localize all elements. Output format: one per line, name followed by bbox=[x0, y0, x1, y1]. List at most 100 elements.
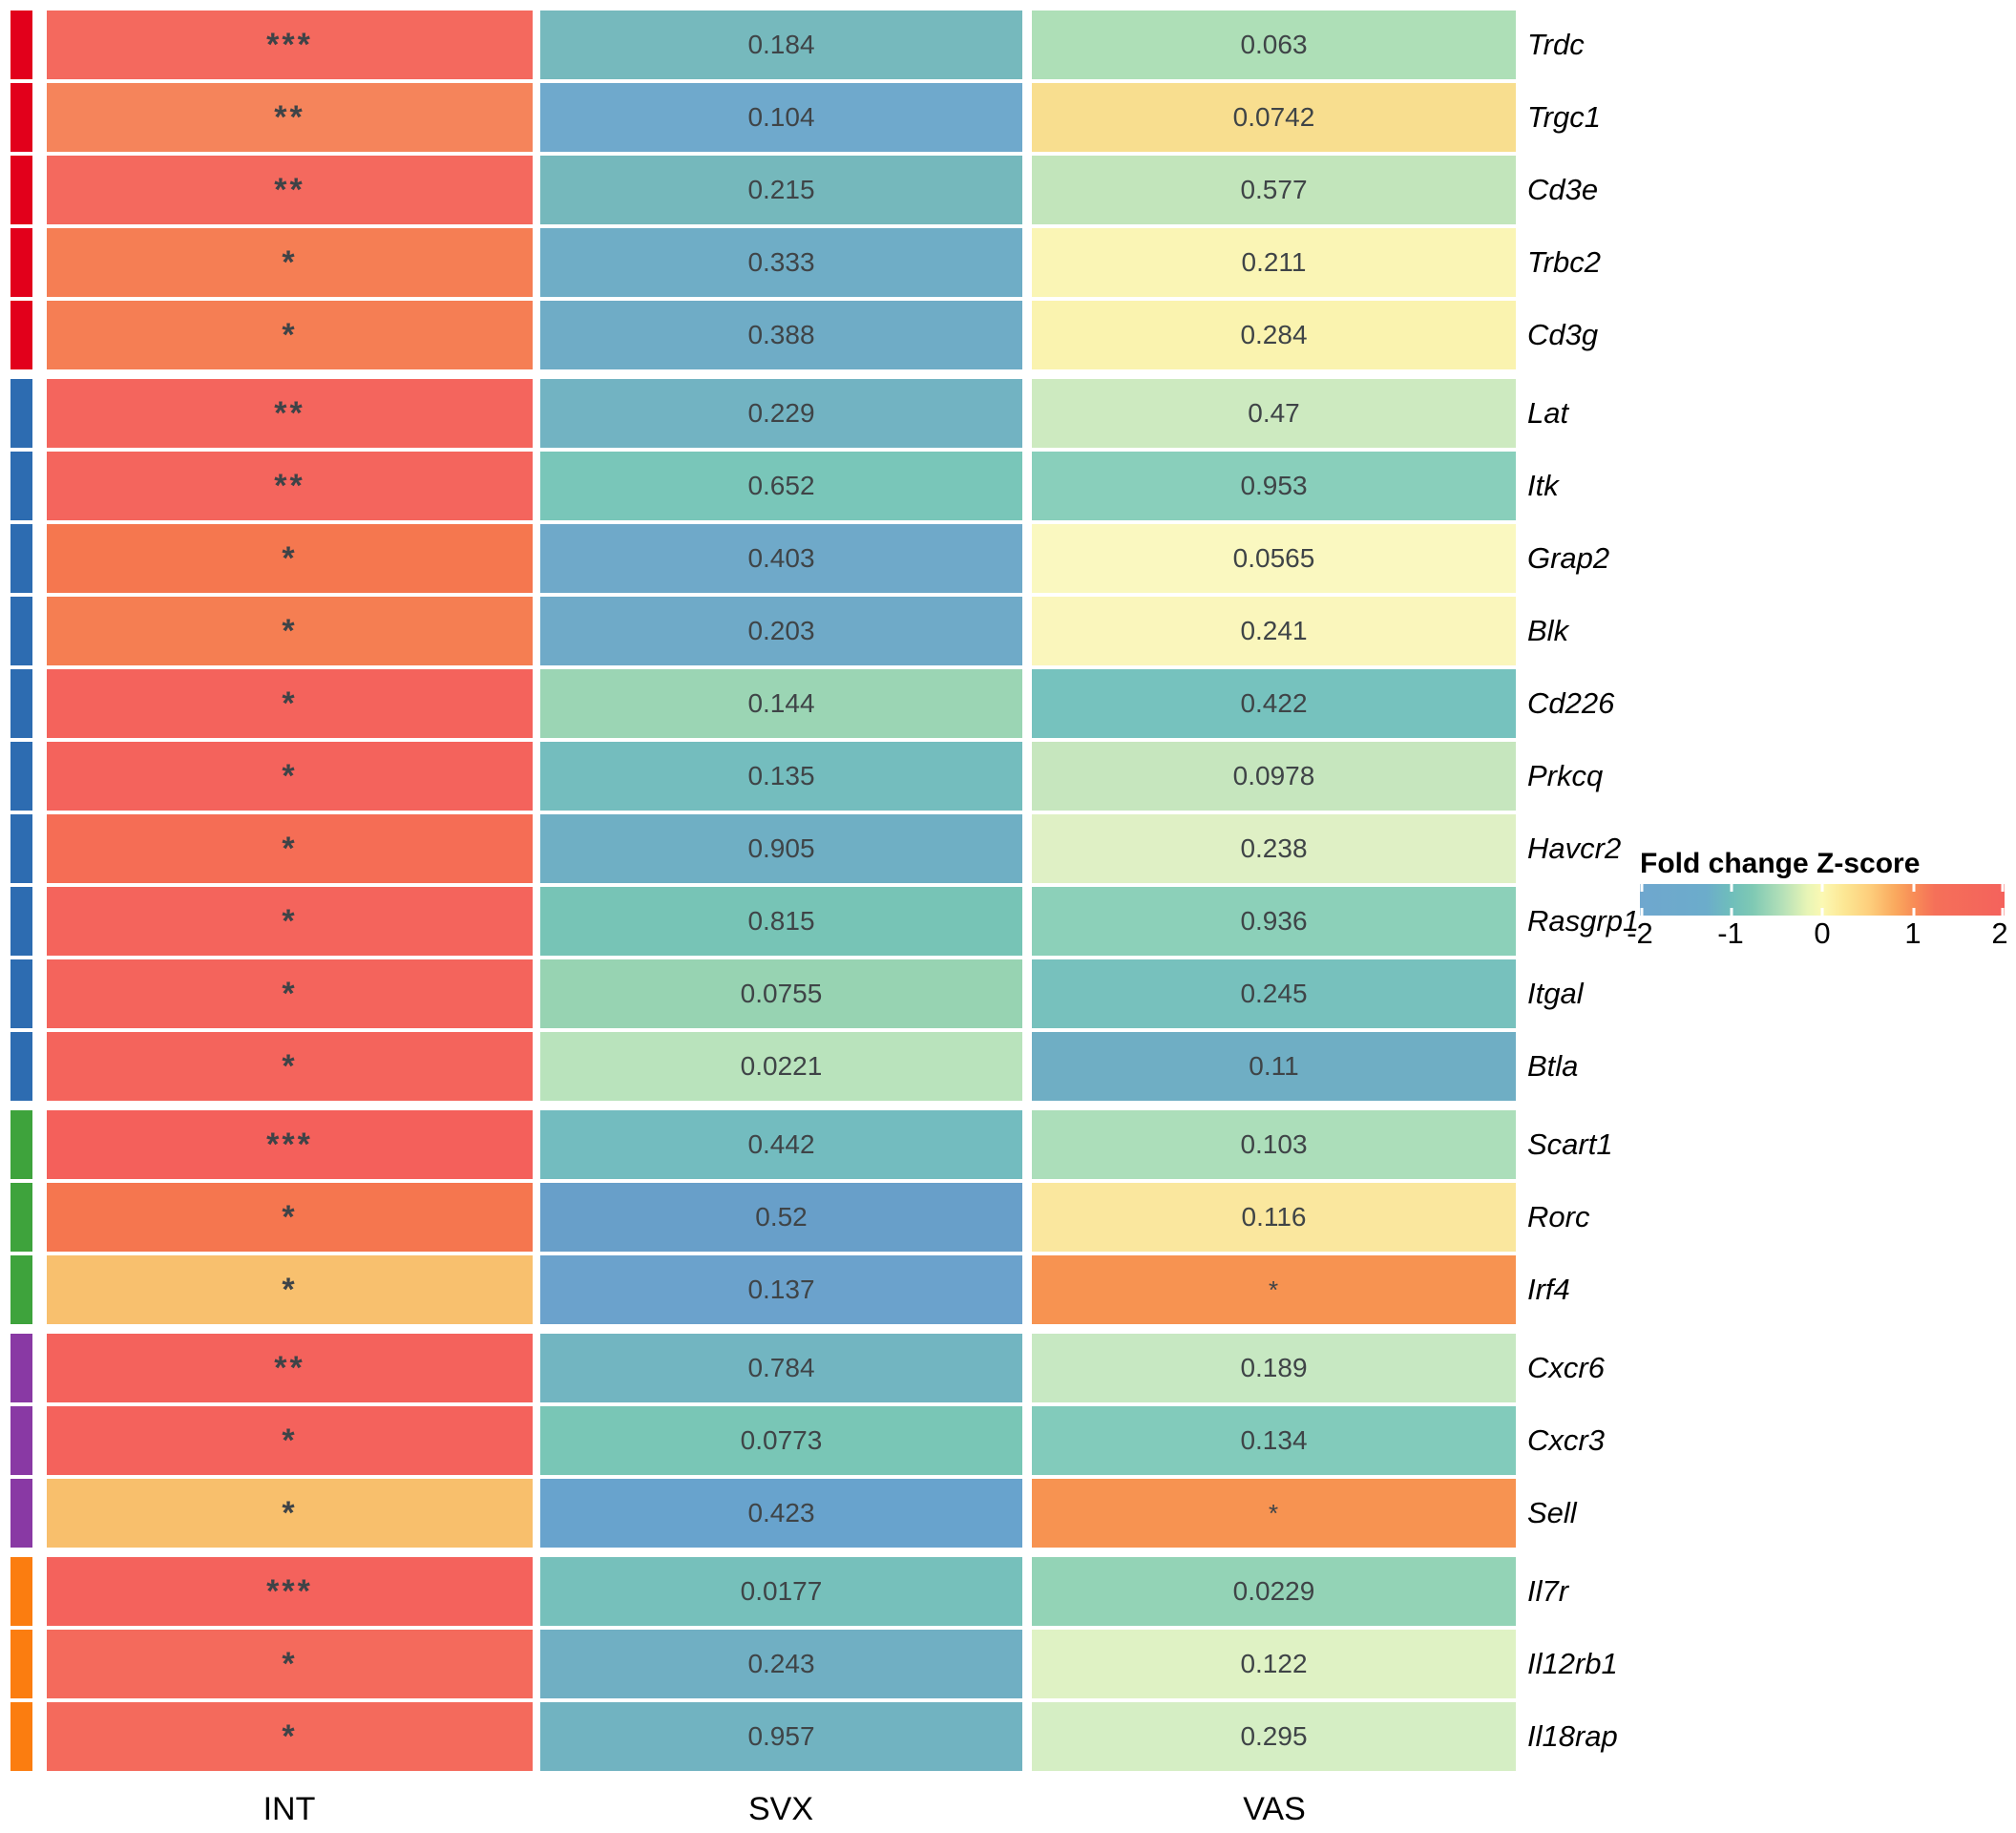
heatmap-cell-int-il7r: *** bbox=[47, 1557, 533, 1626]
heatmap-row-cxcr3: * 0.0773 0.134 Cxcr3 bbox=[0, 1406, 2016, 1475]
heatmap-row-cxcr6: ** 0.784 0.189 Cxcr6 bbox=[0, 1334, 2016, 1402]
p-value: 0.11 bbox=[1249, 1051, 1299, 1081]
group-color-bar bbox=[10, 1334, 32, 1402]
group-color-bar bbox=[10, 1702, 32, 1771]
significance-stars: ** bbox=[274, 394, 305, 432]
gene-label-il7r: Il7r bbox=[1527, 1574, 1569, 1608]
group-color-bar bbox=[10, 1032, 32, 1101]
group-color-bar bbox=[10, 959, 32, 1028]
significance-stars: * bbox=[282, 975, 298, 1012]
heatmap-cell-vas-il12rb1: 0.122 bbox=[1032, 1630, 1516, 1698]
gene-label-cd226: Cd226 bbox=[1527, 686, 1615, 720]
legend-tick-mark bbox=[1912, 908, 1915, 916]
significance-stars: * bbox=[1268, 1275, 1280, 1304]
heatmap-cell-int-trbc2: * bbox=[47, 228, 533, 297]
legend-tick-mark bbox=[1730, 884, 1732, 892]
heatmap-cell-int-itk: ** bbox=[47, 452, 533, 520]
gene-label-blk: Blk bbox=[1527, 614, 1569, 647]
p-value: 0.0565 bbox=[1232, 543, 1315, 573]
heatmap-cell-svx-rasgrp1: 0.815 bbox=[540, 887, 1022, 956]
heatmap-row-trbc2: * 0.333 0.211 Trbc2 bbox=[0, 228, 2016, 297]
group-color-bar bbox=[10, 1255, 32, 1324]
gene-label-itk: Itk bbox=[1527, 469, 1559, 502]
heatmap-cell-int-cd3e: ** bbox=[47, 156, 533, 224]
group-color-bar bbox=[10, 814, 32, 883]
p-value: 0.52 bbox=[755, 1202, 808, 1232]
p-value: 0.134 bbox=[1240, 1425, 1308, 1455]
p-value: 0.284 bbox=[1240, 320, 1308, 349]
heatmap-cell-int-itgal: * bbox=[47, 959, 533, 1028]
heatmap-cell-int-havcr2: * bbox=[47, 814, 533, 883]
legend-title: Fold change Z-score bbox=[1640, 848, 1921, 879]
heatmap-cell-int-trgc1: ** bbox=[47, 83, 533, 152]
heatmap-cell-vas-sell: * bbox=[1032, 1479, 1516, 1548]
p-value: 0.652 bbox=[747, 471, 815, 500]
p-value: 0.295 bbox=[1240, 1721, 1308, 1751]
gene-label-cxcr3: Cxcr3 bbox=[1527, 1423, 1605, 1457]
heatmap-row-scart1: *** 0.442 0.103 Scart1 bbox=[0, 1110, 2016, 1179]
significance-stars: * bbox=[282, 1198, 298, 1235]
heatmap-cell-vas-btla: 0.11 bbox=[1032, 1032, 1516, 1101]
legend-tick-mark bbox=[1820, 908, 1824, 916]
heatmap-cell-svx-sell: 0.423 bbox=[540, 1479, 1022, 1548]
p-value: 0.333 bbox=[747, 247, 815, 277]
heatmap-cell-svx-btla: 0.0221 bbox=[540, 1032, 1022, 1101]
heatmap-row-grap2: * 0.403 0.0565 Grap2 bbox=[0, 524, 2016, 593]
heatmap-row-lat: ** 0.229 0.47 Lat bbox=[0, 379, 2016, 448]
heatmap-cell-int-sell: * bbox=[47, 1479, 533, 1548]
p-value: 0.47 bbox=[1248, 398, 1300, 428]
significance-stars: * bbox=[282, 757, 298, 794]
legend-tick-label: 1 bbox=[1904, 916, 1922, 950]
heatmap-cell-vas-havcr2: 0.238 bbox=[1032, 814, 1516, 883]
heatmap-cell-svx-il7r: 0.0177 bbox=[540, 1557, 1022, 1626]
p-value: 0.103 bbox=[1240, 1129, 1308, 1159]
heatmap-row-trgc1: ** 0.104 0.0742 Trgc1 bbox=[0, 83, 2016, 152]
p-value: 0.144 bbox=[747, 688, 815, 718]
legend-tick-mark bbox=[1820, 884, 1824, 892]
group-color-bar bbox=[10, 742, 32, 811]
heatmap-cell-vas-cd3g: 0.284 bbox=[1032, 301, 1516, 369]
legend-tick-label: 2 bbox=[1991, 916, 2008, 950]
gene-label-cd3e: Cd3e bbox=[1527, 173, 1599, 206]
heatmap-cell-int-grap2: * bbox=[47, 524, 533, 593]
heatmap-cell-svx-irf4: 0.137 bbox=[540, 1255, 1022, 1324]
heatmap-cell-int-irf4: * bbox=[47, 1255, 533, 1324]
legend-tick-label: 0 bbox=[1814, 916, 1831, 950]
heatmap-cell-int-rasgrp1: * bbox=[47, 887, 533, 956]
legend-tick-mark bbox=[1730, 908, 1732, 916]
heatmap-grid: *** 0.184 0.063 Trdc ** 0.104 0.0742 Trgc1 ** 0.2… bbox=[0, 11, 2016, 1780]
gene-label-prkcq: Prkcq bbox=[1527, 759, 1604, 792]
significance-stars: * bbox=[1268, 1498, 1280, 1528]
p-value: 0.936 bbox=[1240, 906, 1308, 936]
heatmap-cell-vas-rasgrp1: 0.936 bbox=[1032, 887, 1516, 956]
heatmap-cell-int-cd3g: * bbox=[47, 301, 533, 369]
heatmap-row-itgal: * 0.0755 0.245 Itgal bbox=[0, 959, 2016, 1028]
p-value: 0.577 bbox=[1240, 175, 1308, 204]
gene-label-havcr2: Havcr2 bbox=[1527, 832, 1622, 865]
legend-colorbar bbox=[1640, 884, 2005, 916]
heatmap-cell-svx-lat: 0.229 bbox=[540, 379, 1022, 448]
heatmap-cell-svx-blk: 0.203 bbox=[540, 597, 1022, 665]
heatmap-cell-int-scart1: *** bbox=[47, 1110, 533, 1179]
heatmap-cell-svx-itgal: 0.0755 bbox=[540, 959, 1022, 1028]
significance-stars: * bbox=[282, 612, 298, 649]
heatmap-cell-svx-rorc: 0.52 bbox=[540, 1183, 1022, 1252]
significance-stars: * bbox=[282, 902, 298, 939]
heatmap-cell-svx-cd3g: 0.388 bbox=[540, 301, 1022, 369]
p-value: 0.238 bbox=[1240, 833, 1308, 863]
column-label-svx: SVX bbox=[747, 1791, 814, 1827]
heatmap-cell-int-blk: * bbox=[47, 597, 533, 665]
heatmap-cell-svx-grap2: 0.403 bbox=[540, 524, 1022, 593]
group-color-bar bbox=[10, 379, 32, 448]
p-value: 0.245 bbox=[1240, 979, 1308, 1008]
significance-stars: * bbox=[282, 1271, 298, 1308]
significance-stars: * bbox=[282, 1422, 298, 1459]
p-value: 0.211 bbox=[1241, 247, 1307, 277]
legend-tick-mark bbox=[1640, 884, 1643, 892]
gene-label-rorc: Rorc bbox=[1527, 1200, 1590, 1233]
heatmap-cell-vas-prkcq: 0.0978 bbox=[1032, 742, 1516, 811]
p-value: 0.957 bbox=[747, 1721, 815, 1751]
heatmap-row-itk: ** 0.652 0.953 Itk bbox=[0, 452, 2016, 520]
heatmap-cell-svx-itk: 0.652 bbox=[540, 452, 1022, 520]
gene-group-2: *** 0.442 0.103 Scart1 * 0.52 0.116 Rorc * 0.137 *… bbox=[0, 1110, 2016, 1324]
